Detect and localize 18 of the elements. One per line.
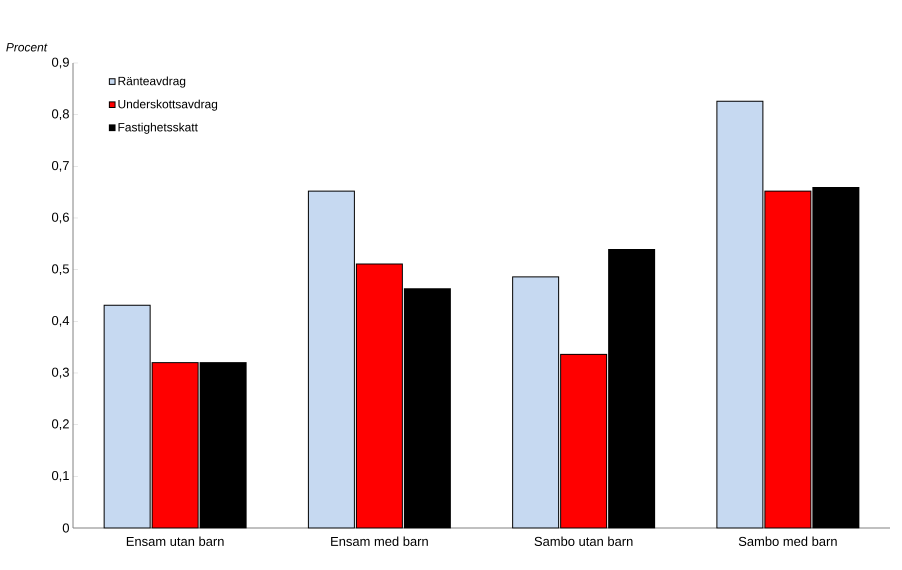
y-tick-label: 0,9 <box>52 58 69 68</box>
y-tick-label: 0 <box>62 523 69 533</box>
y-tick-label: 0,2 <box>52 419 69 430</box>
y-tick-label: 0,8 <box>52 109 69 120</box>
x-tick-label: Sambo utan barn <box>534 536 632 546</box>
y-tick-label: 0,1 <box>52 470 69 482</box>
x-tick-label: Ensam utan barn <box>126 536 224 546</box>
y-tick-label: 0,3 <box>52 368 69 378</box>
legend-label: Ränteavdrag <box>118 76 186 88</box>
y-tick-label: 0,7 <box>52 160 69 172</box>
legend-label: Fastighetsskatt <box>118 122 198 134</box>
legend-label: Underskottsavdrag <box>118 100 218 111</box>
x-tick-label: Ensam med barn <box>331 536 428 546</box>
y-tick-label: 0,4 <box>52 316 70 327</box>
x-tick-label: Sambo med barn <box>738 536 837 546</box>
y-tick-label: 0,5 <box>52 264 69 275</box>
y-tick-label: 0,6 <box>52 212 69 224</box>
y-axis-title: Procent <box>6 43 48 52</box>
